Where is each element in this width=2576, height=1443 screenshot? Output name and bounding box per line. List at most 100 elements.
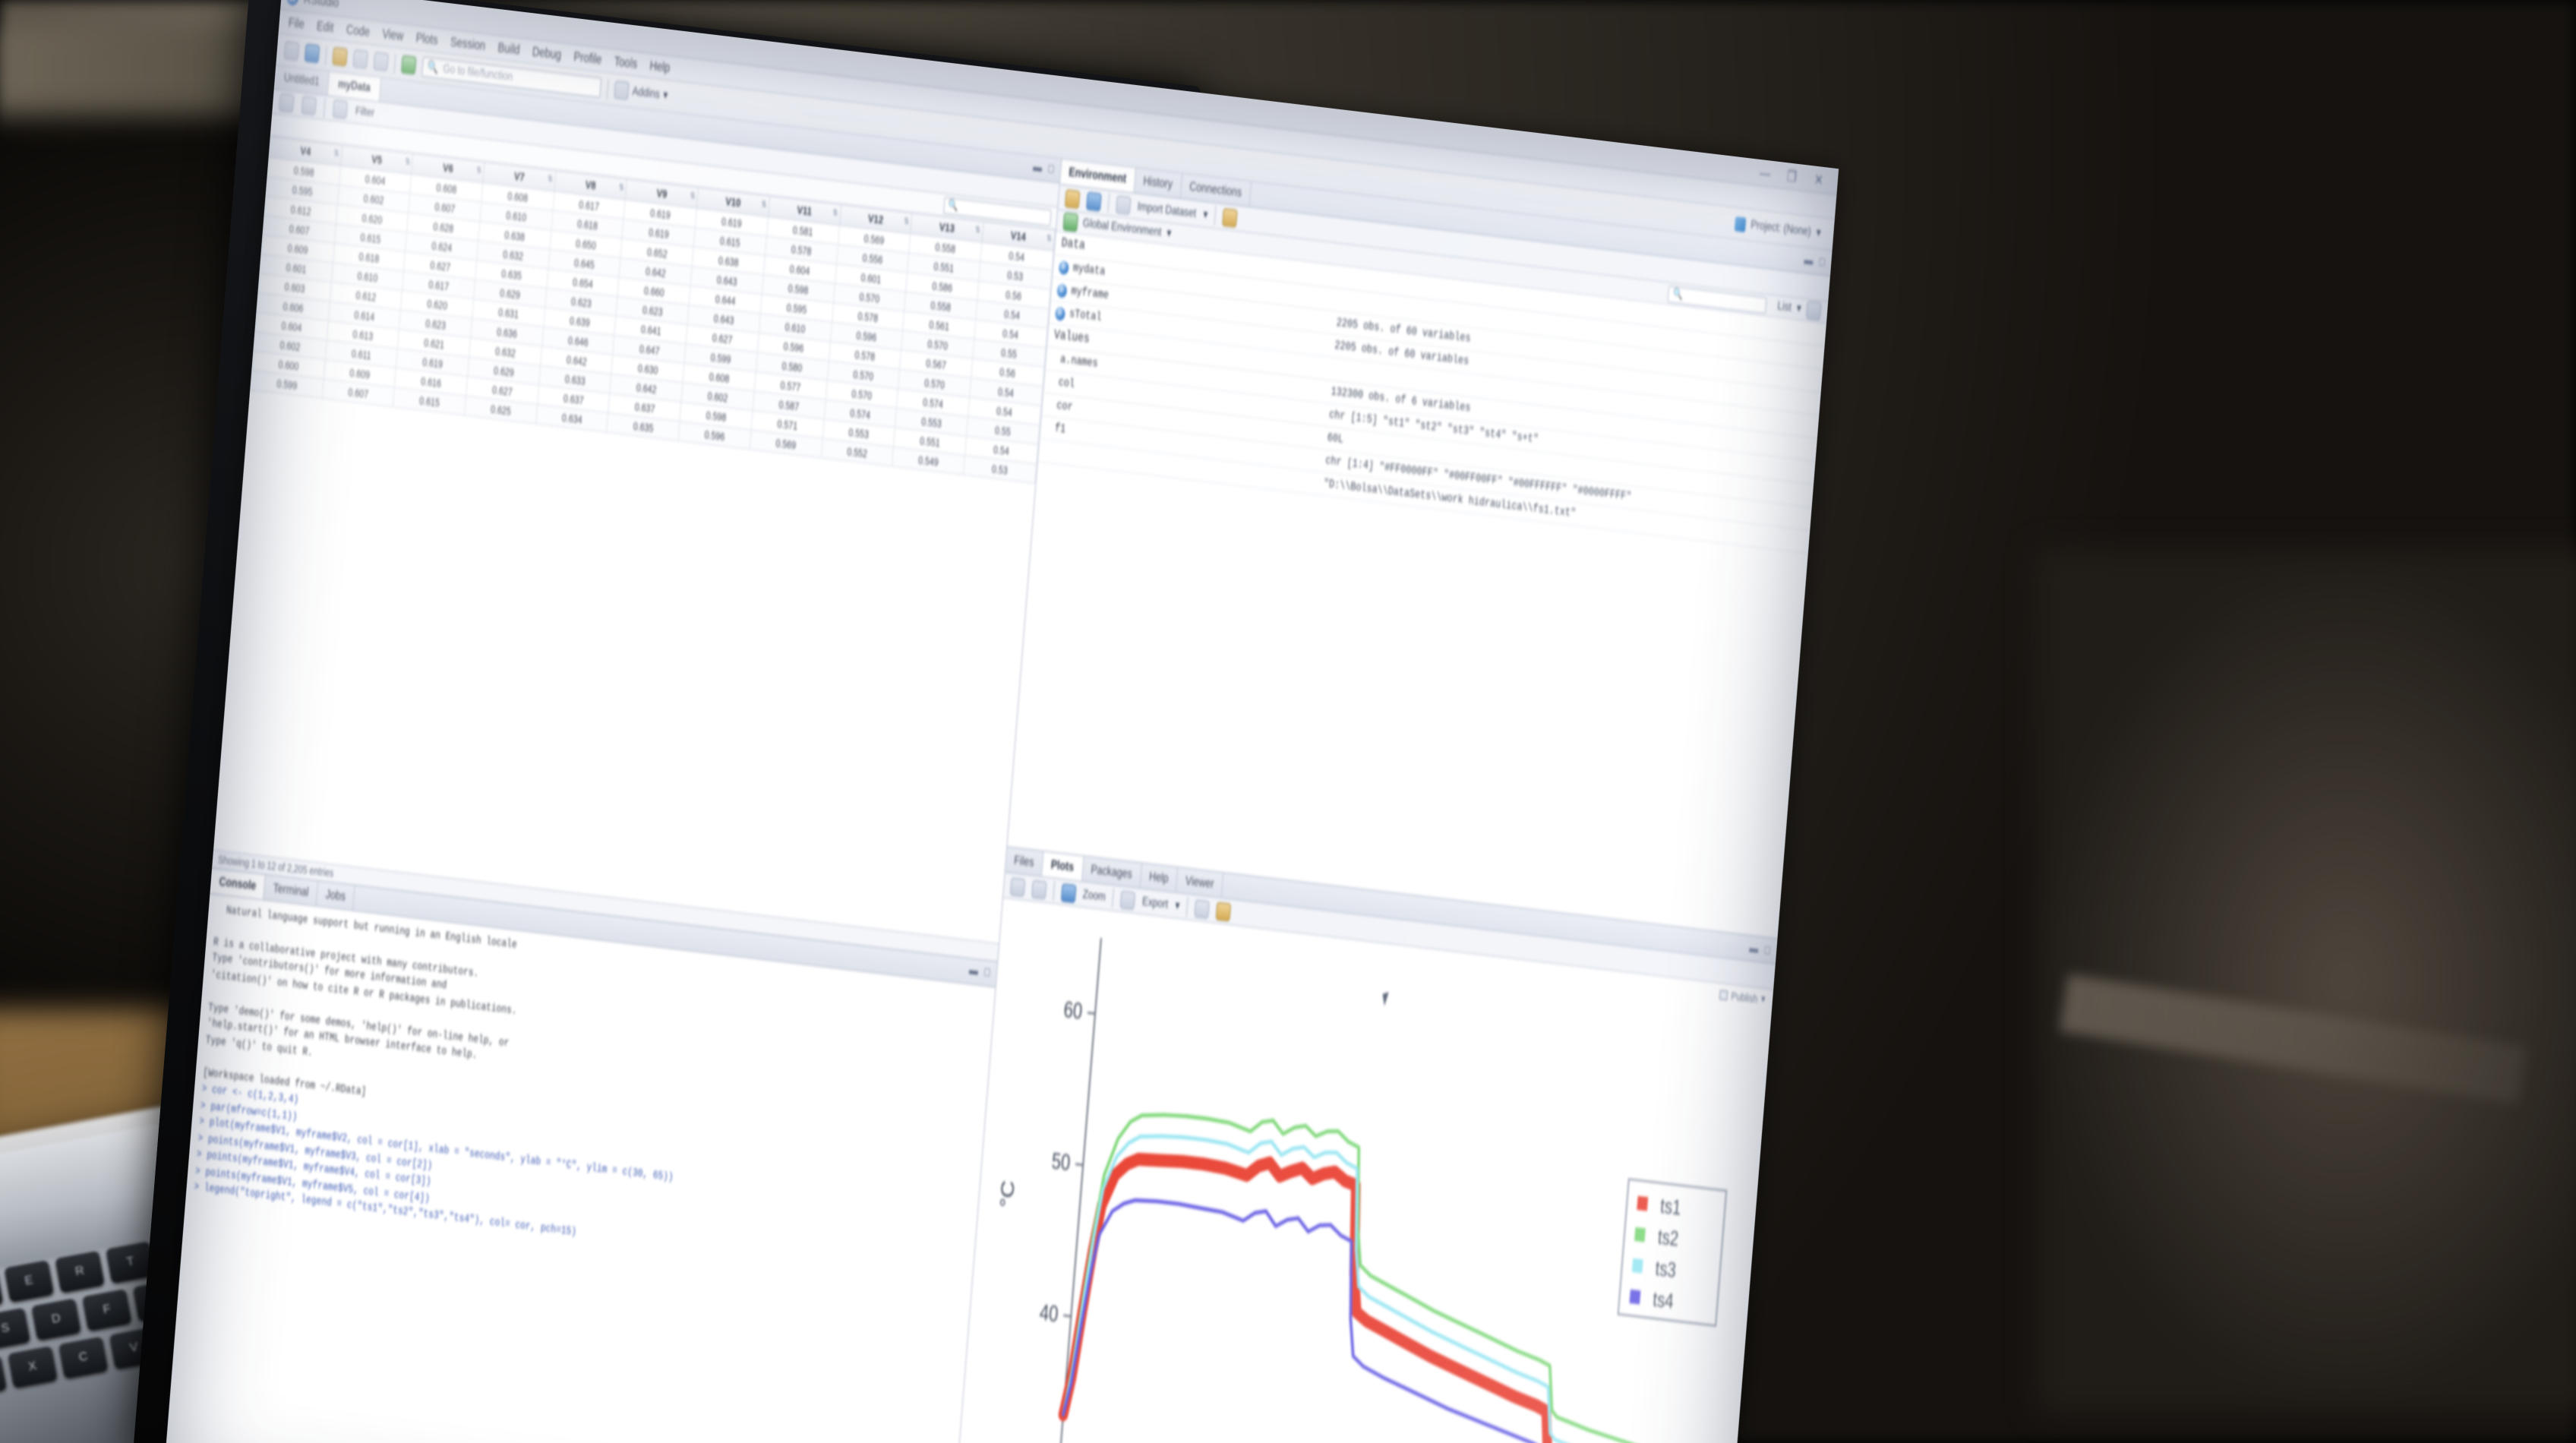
chevron-down-icon-6[interactable]: ▾ <box>1174 898 1181 914</box>
sort-arrow-icon[interactable]: ⇅ <box>974 226 981 235</box>
arrow-left-icon[interactable] <box>1009 876 1026 897</box>
maximize-pane-icon[interactable]: □ <box>1047 163 1055 177</box>
new-file-icon[interactable] <box>283 41 300 62</box>
legend-label-ts2: ts2 <box>1656 1226 1678 1252</box>
sort-arrow-icon[interactable]: ⇅ <box>333 150 339 159</box>
environment-pane-controls[interactable]: ▬ □ <box>1797 248 1832 276</box>
minimize-env-icon[interactable]: ▬ <box>1803 253 1814 268</box>
refresh-icon[interactable] <box>1805 301 1822 321</box>
toolbar-divider-3 <box>606 78 609 99</box>
pane-container: Untitled1 myData ▬ □ <box>162 65 1833 1443</box>
tab-files[interactable]: Files <box>1005 848 1044 877</box>
save-icon[interactable] <box>352 49 368 70</box>
export-image-icon[interactable] <box>1119 890 1136 911</box>
chevron-down-icon-5[interactable]: ▾ <box>1796 302 1802 317</box>
import-dataset-icon[interactable] <box>1115 194 1132 215</box>
menu-build[interactable]: Build <box>497 39 521 58</box>
forward-icon[interactable] <box>301 96 317 116</box>
console-pane-controls[interactable]: ▬ □ <box>962 958 997 987</box>
menu-session[interactable]: Session <box>450 34 486 54</box>
data-object-icon[interactable] <box>1058 260 1069 275</box>
clear-plots-broom-icon[interactable] <box>1215 901 1232 922</box>
menu-tools[interactable]: Tools <box>614 54 638 71</box>
minimize-pane-icon[interactable]: ▬ <box>1032 160 1043 175</box>
chevron-down-icon-3[interactable]: ▾ <box>1202 207 1209 222</box>
plot-pane-controls[interactable]: ▬ □ <box>1742 936 1777 964</box>
sort-arrow-icon[interactable]: ⇅ <box>475 166 482 176</box>
sort-arrow-icon[interactable]: ⇅ <box>547 175 554 185</box>
import-dataset-label[interactable]: Import Dataset <box>1137 199 1197 220</box>
addins-button[interactable]: Addins ▾ <box>614 80 668 105</box>
menu-file[interactable]: File <box>288 15 305 32</box>
console-output[interactable]: Natural language support but running in … <box>162 894 996 1443</box>
maximize-env-icon[interactable]: □ <box>1818 255 1826 270</box>
maximize-console-icon[interactable]: □ <box>983 966 990 980</box>
menu-debug[interactable]: Debug <box>532 44 562 63</box>
broom-icon[interactable] <box>1222 207 1239 228</box>
tab-history[interactable]: History <box>1134 168 1182 198</box>
sort-arrow-icon[interactable]: ⇅ <box>690 191 696 201</box>
data-object-icon[interactable] <box>1056 283 1068 298</box>
chevron-down-icon-4[interactable]: ▾ <box>1166 226 1172 242</box>
filter-label[interactable]: Filter <box>355 104 375 121</box>
arrow-right-icon[interactable] <box>1031 879 1047 900</box>
sort-arrow-icon[interactable]: ⇅ <box>903 217 910 227</box>
tab-help[interactable]: Help <box>1140 864 1179 893</box>
legend-label-ts4: ts4 <box>1652 1288 1674 1314</box>
legend-swatch-ts3 <box>1631 1258 1643 1274</box>
back-icon[interactable] <box>278 93 295 113</box>
export-label[interactable]: Export <box>1141 895 1169 912</box>
y-axis-tick-label: 60 <box>1062 996 1083 1025</box>
minimize-plot-icon[interactable]: ▬ <box>1748 942 1760 957</box>
tab-viewer[interactable]: Viewer <box>1176 868 1224 898</box>
sort-arrow-icon[interactable]: ⇅ <box>618 183 625 193</box>
background-right-blur <box>2035 548 2576 1414</box>
sort-arrow-icon[interactable]: ⇅ <box>761 201 767 210</box>
maximize-plot-icon[interactable]: □ <box>1763 943 1771 958</box>
toolbar-divider-2 <box>393 53 396 74</box>
open-folder-icon[interactable] <box>1064 188 1081 209</box>
plot-canvas[interactable]: Publish ▾ 30405060°C02000040000600008000… <box>948 898 1773 1443</box>
environment-list-label[interactable]: List <box>1776 299 1792 315</box>
sort-arrow-icon[interactable]: ⇅ <box>832 209 838 219</box>
zoom-label[interactable]: Zoom <box>1081 888 1106 905</box>
menu-view[interactable]: View <box>381 26 405 44</box>
source-pane-controls[interactable]: ▬ □ <box>1026 155 1061 182</box>
y-axis-tick-label: 50 <box>1050 1148 1071 1176</box>
menu-help[interactable]: Help <box>649 58 671 76</box>
y-axis-label: °C <box>996 1179 1018 1209</box>
data-grid-scroll[interactable]: V4 ⇅ V5 ⇅ V6 ⇅ V7 ⇅ V8 ⇅ V9 ⇅ V10 ⇅ V11 ⇅ V12 ⇅ V13 ⇅ V14 ⇅ 0… <box>213 135 1056 943</box>
source-pane: Untitled1 myData ▬ □ <box>212 65 1061 961</box>
sort-arrow-icon[interactable]: ⇅ <box>404 158 411 168</box>
menu-edit[interactable]: Edit <box>316 18 335 36</box>
menu-profile[interactable]: Profile <box>573 49 603 68</box>
save-disk-icon[interactable] <box>1085 191 1102 211</box>
console-command-text: > cor <- c(1,2,3,4) > par(mfrow=c(1,1)) … <box>193 1081 674 1239</box>
close-button[interactable]: ✕ <box>1814 170 1824 188</box>
plot-pane: Files Plots Packages Help Viewer ▬ □ <box>948 846 1778 1443</box>
magnifier-icon[interactable] <box>1060 883 1077 903</box>
window-title: RStudio <box>303 0 339 11</box>
print-icon[interactable] <box>400 55 417 75</box>
menu-code[interactable]: Code <box>346 22 371 39</box>
minimize-button[interactable]: — <box>1759 163 1772 182</box>
legend-swatch-ts1 <box>1636 1196 1648 1212</box>
minimize-console-icon[interactable]: ▬ <box>968 964 979 979</box>
tab-jobs[interactable]: Jobs <box>316 881 355 911</box>
open-file-icon[interactable] <box>332 46 348 67</box>
data-object-icon[interactable] <box>1054 305 1065 320</box>
tab-plots[interactable]: Plots <box>1041 852 1084 882</box>
console-pane: Console Terminal Jobs ▬ □ Natural langua… <box>162 867 997 1443</box>
save-all-icon[interactable] <box>373 52 390 72</box>
project-selector[interactable]: Project: (None) ▾ <box>1734 216 1826 242</box>
filter-icon[interactable] <box>332 99 349 120</box>
environment-list[interactable]: Datamydatamyframe2205 obs. of 60 variabl… <box>1007 232 1826 939</box>
search-icon-3: 🔍 <box>1672 287 1684 301</box>
sort-arrow-icon[interactable]: ⇅ <box>1046 234 1053 244</box>
remove-plot-icon[interactable] <box>1194 898 1211 919</box>
new-project-icon[interactable] <box>304 43 320 64</box>
menu-plots[interactable]: Plots <box>415 30 439 48</box>
window-controls[interactable]: — ❐ ✕ <box>1758 164 1833 190</box>
maximize-button[interactable]: ❐ <box>1786 166 1798 185</box>
